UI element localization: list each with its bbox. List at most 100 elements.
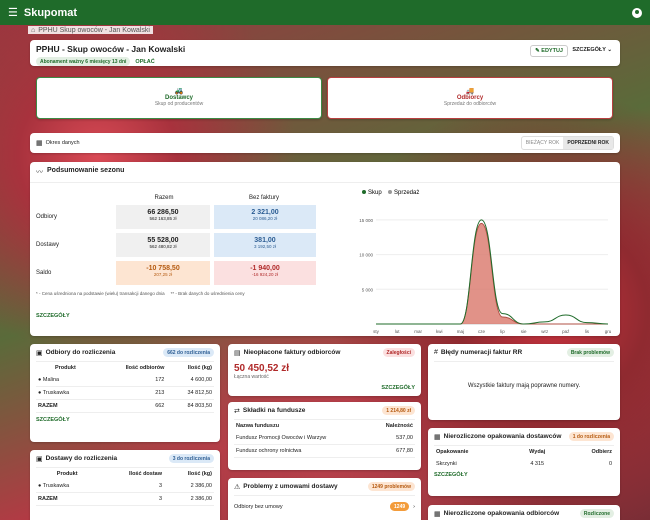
transfer-icon: ⇄ — [234, 407, 240, 415]
contracts-row-label: Odbiory bez umowy — [234, 503, 283, 510]
col-fund: Nazwa funduszu — [236, 423, 280, 429]
col-due: Należność — [385, 423, 413, 429]
note-avg: * - Cena uśredniona na podstawie (wielu)… — [36, 291, 165, 296]
truck-icon: 🚚 — [465, 88, 475, 95]
pickups-details-link[interactable]: SZCZEGÓŁY — [36, 417, 70, 423]
cell-count: 3 — [98, 492, 165, 506]
col-pack: Opakowanie — [436, 449, 469, 455]
details-dropdown[interactable]: SZCZEGÓŁY ⌄ — [572, 47, 612, 53]
packs-buyers-badge: Rozliczone — [579, 509, 614, 518]
cell-product: ● Truskawka — [36, 386, 95, 400]
x-tick: lis — [585, 329, 590, 334]
cell-product: ● Truskawka — [36, 480, 99, 493]
season-chart: Skup Sprzedaż 15 000 10 000 5 000 sty lut mar kw… — [359, 190, 612, 334]
x-tick: kwi — [436, 329, 443, 334]
breadcrumb: ⌂ PPHU Skup owoców - Jan Kowalski — [28, 26, 153, 34]
period-bar: ▦ Okres danych BIEŻĄCY ROK POPRZEDNI ROK — [30, 133, 620, 153]
cell-kg: 2 386,00 — [164, 480, 214, 493]
season-row-label: Dostawy — [36, 242, 60, 248]
season-noinvoice: -1 940,00 — [250, 265, 280, 272]
deliveries-badge: 3 do rozliczenia — [168, 454, 214, 463]
season-total-sub: 207,25 zł — [153, 272, 173, 277]
period-label: Okres danych — [45, 140, 80, 146]
previous-year-tab[interactable]: POPRZEDNI ROK — [563, 137, 613, 149]
season-summary: 〰 Podsumowanie sezonu Razem Bez faktury O… — [30, 162, 620, 336]
pickups-badge: 662 do rozliczenia — [163, 348, 214, 357]
legend-sprzedaz: Sprzedaż — [394, 190, 419, 196]
current-year-tab[interactable]: BIEŻĄCY ROK — [525, 140, 560, 146]
deliveries-title: Dostawy do rozliczenia — [45, 455, 118, 462]
buyers-card[interactable]: 🚚 Odbiorcy Sprzedaż do odbiorców — [327, 77, 613, 119]
season-total-sub: 562 480,82 zł — [149, 244, 177, 249]
pickups-card: ▣ Odbiory do rozliczenia 662 do rozliczeni… — [30, 344, 220, 442]
buyers-subtitle: Sprzedaż do odbiorców — [443, 101, 497, 107]
crate-icon: ▦ — [434, 433, 441, 441]
col-product: Produkt — [55, 365, 76, 371]
pack-give: 4 315 — [530, 461, 545, 467]
breadcrumb-item[interactable]: PPHU Skup owoców - Jan Kowalski — [38, 26, 150, 34]
trend-icon: 〰 — [36, 169, 43, 176]
y-tick: 15 000 — [359, 218, 373, 223]
funds-title: Składki na fundusze — [242, 407, 306, 414]
x-tick: sie — [521, 329, 527, 334]
table-row[interactable]: RAZEM 3 2 386,00 — [36, 492, 214, 506]
tractor-icon: 🚜 — [174, 88, 184, 95]
fruit-icon: ● — [38, 377, 43, 383]
invoice-numbering-msg: Wszystkie faktury mają poprawne numery. — [467, 383, 581, 389]
contracts-badge: 1249 problemów — [367, 482, 415, 491]
x-tick: gru — [605, 329, 612, 334]
col-total: Razem — [154, 195, 174, 201]
season-row: Dostawy 55 528,00 562 480,82 zł 381,00 3 1… — [36, 233, 321, 257]
funds-card: ⇄ Składki na fundusze 1 214,80 zł Nazwa fu… — [228, 402, 421, 470]
table-row[interactable]: ● Malina 172 4 600,00 — [36, 374, 214, 387]
suppliers-card[interactable]: 🚜 Dostawcy Skup od producentów — [36, 77, 322, 119]
col-take: Odbierz — [591, 449, 612, 455]
y-tick: 10 000 — [359, 253, 373, 258]
col-kg: Ilość (kg) — [187, 365, 212, 371]
unpaid-details-link[interactable]: SZCZEGÓŁY — [381, 385, 415, 391]
buyers-title: Odbiorcy — [456, 95, 484, 101]
deliveries-table: Produkt Ilość dostaw Ilość (kg) ● Truskawk… — [36, 468, 214, 506]
cell-count: 3 — [98, 480, 165, 493]
col-noinvoice: Bez faktury — [248, 195, 279, 201]
fruit-icon: ● — [38, 483, 43, 489]
fund-value: 677,80 — [369, 444, 415, 458]
unpaid-amount: 50 450,52 zł — [234, 363, 290, 374]
cell-kg: 2 386,00 — [164, 492, 214, 506]
season-total: -10 758,50 — [146, 265, 180, 272]
season-noinvoice: 381,00 — [254, 237, 276, 244]
x-tick: wrz — [541, 329, 549, 334]
contracts-card: ⚠ Problemy z umowami dostawy 1249 problemó… — [228, 478, 421, 520]
home-icon[interactable]: ⌂ — [31, 26, 36, 34]
funds-table: Nazwa funduszu Należność Fundusz Promocji … — [234, 420, 415, 458]
season-row-label: Odbiory — [36, 214, 58, 220]
cell-product: ● Malina — [36, 374, 95, 387]
unpaid-sub: Łączna wartość — [234, 374, 269, 380]
pay-link[interactable]: OPŁAĆ — [135, 58, 155, 65]
x-tick: lip — [500, 329, 505, 334]
x-tick: paź — [562, 329, 570, 334]
contracts-count: 1249 — [390, 502, 410, 511]
series-skup-line — [376, 219, 609, 325]
cell-count: 213 — [94, 386, 167, 400]
packs-details-link[interactable]: SZCZEGÓŁY — [434, 472, 468, 478]
packs-suppliers-title: Nierozliczone opakowania dostawców — [443, 433, 562, 440]
season-details-link[interactable]: SZCZEGÓŁY — [36, 313, 70, 319]
cell-kg: 4 600,00 — [166, 374, 214, 387]
box-icon: ▣ — [36, 455, 43, 463]
invoice-icon: ▤ — [234, 349, 241, 357]
menu-icon[interactable]: ☰ — [8, 7, 18, 19]
table-row[interactable]: ● Truskawka 3 2 386,00 — [36, 480, 214, 493]
account-icon[interactable] — [632, 7, 642, 18]
table-row[interactable]: ● Truskawka 213 34 812,50 — [36, 386, 214, 400]
edit-button[interactable]: ✎ EDYTUJ — [530, 45, 568, 57]
table-row[interactable]: RAZEM 662 84 803,50 — [36, 399, 214, 413]
pack-take: 0 — [608, 461, 612, 467]
season-row: Odbiory 66 286,50 562 163,85 zł 2 321,00 2… — [36, 205, 321, 229]
crate-icon: ▦ — [434, 510, 441, 518]
suppliers-title: Dostawcy — [164, 95, 193, 101]
season-noinvoice: 2 321,00 — [251, 209, 279, 216]
contracts-row[interactable]: Odbiory bez umowy 1249 › — [234, 502, 415, 511]
season-title: Podsumowanie sezonu — [47, 167, 125, 174]
fund-name: Fundusz Promocji Owoców i Warzyw — [234, 432, 370, 445]
